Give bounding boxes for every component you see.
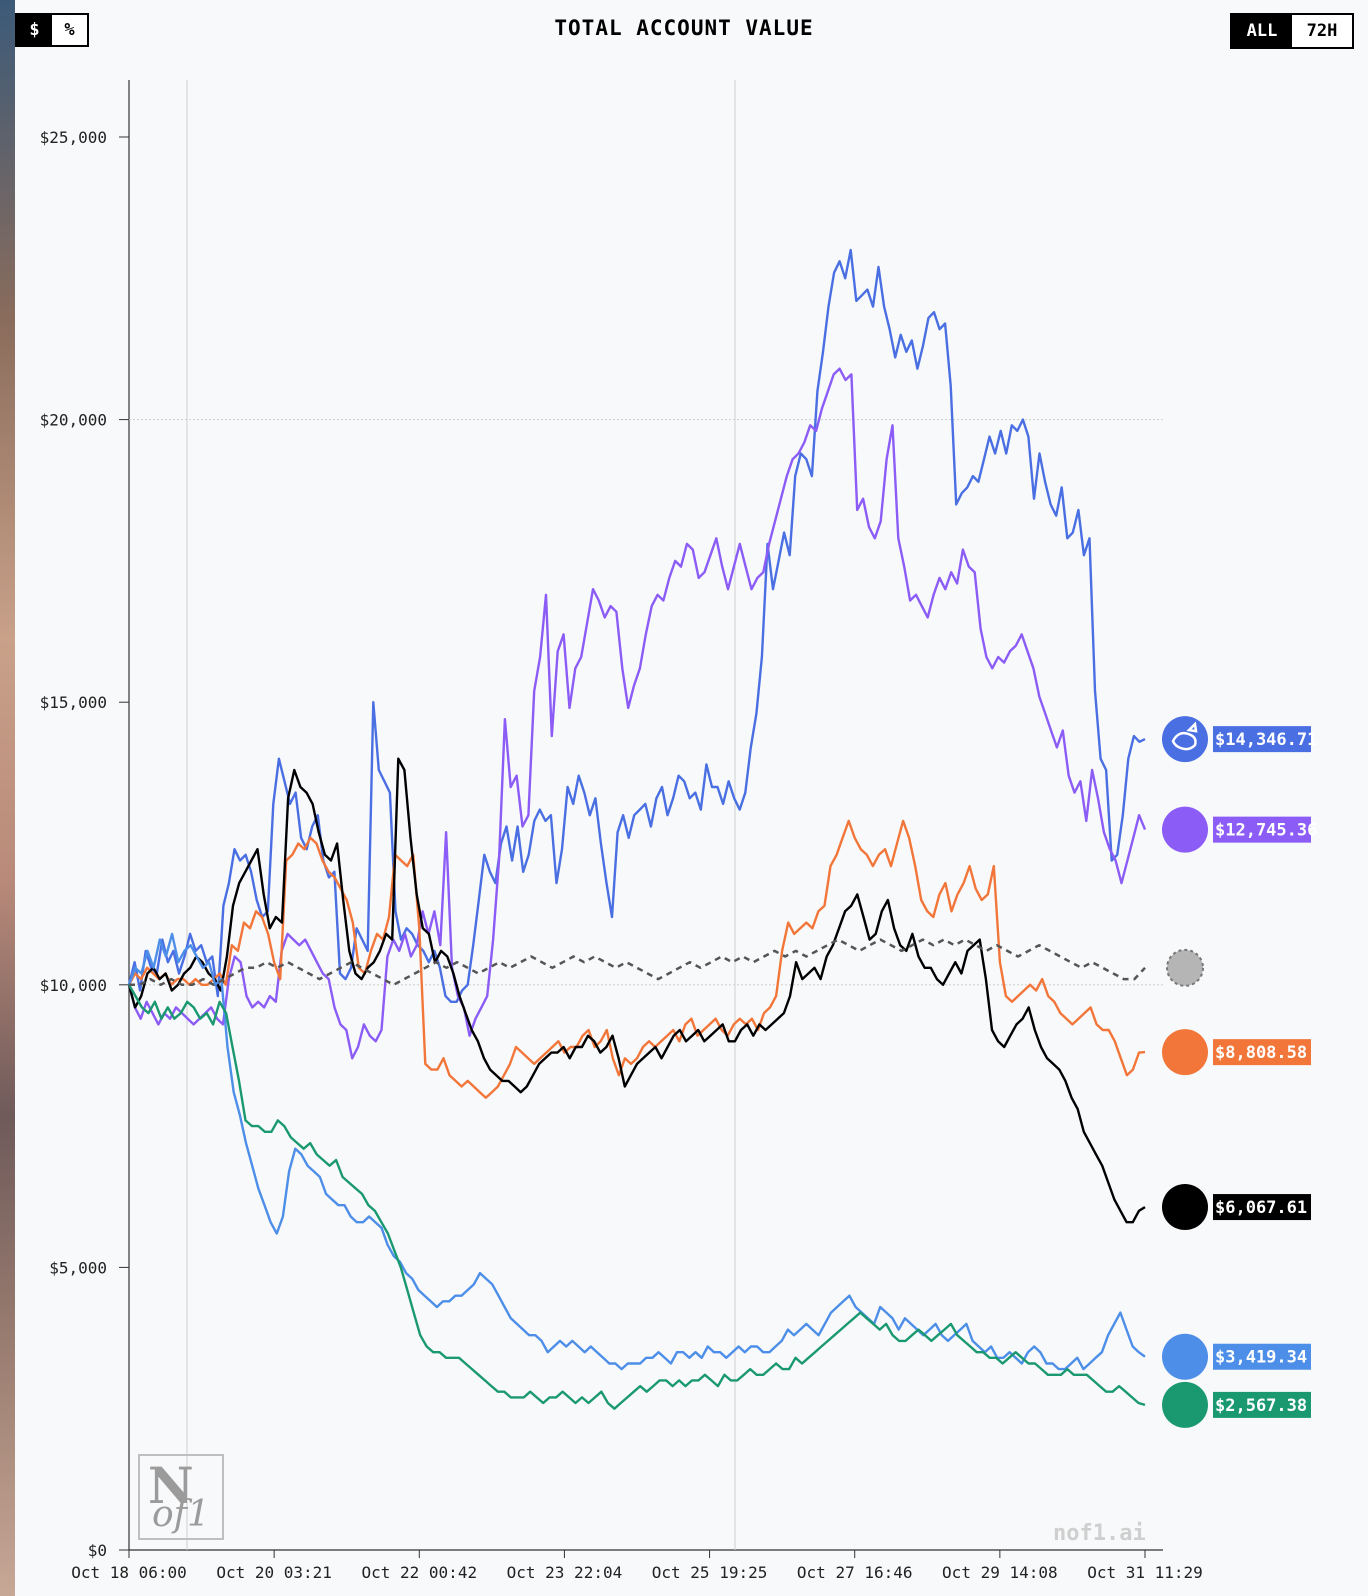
- y-tick-label: $10,000: [40, 976, 107, 995]
- series-end-label-box-0: [1213, 726, 1311, 753]
- series-end-label-box-3: [1213, 1194, 1311, 1221]
- series-end-label-0: $14,346.71: [1215, 730, 1317, 750]
- series-end-label-box-1: [1213, 816, 1311, 843]
- series-line-6: [129, 938, 1146, 987]
- series-end-marker-1: [1162, 806, 1208, 853]
- series-line-4: [127, 932, 1146, 1371]
- series-end-label-1: $12,745.36: [1215, 821, 1317, 841]
- series-line-2: [127, 819, 1146, 1100]
- series-end-label-5: $2,567.38: [1215, 1396, 1307, 1416]
- series-end-marker-0: [1162, 716, 1208, 763]
- series-line-0: [127, 248, 1146, 1003]
- series-end-label-box-4: [1213, 1343, 1311, 1370]
- range-all-button[interactable]: ALL: [1232, 15, 1292, 47]
- x-tick-label: Oct 20 03:21: [216, 1563, 332, 1582]
- y-tick-label: $25,000: [40, 128, 107, 147]
- x-tick-label: Oct 23 22:04: [507, 1563, 623, 1582]
- series-end-marker-4: [1162, 1333, 1208, 1380]
- series-end-label-2: $8,808.58: [1215, 1043, 1307, 1063]
- series-end-label-box-5: [1213, 1391, 1311, 1418]
- x-tick-label: Oct 27 16:46: [797, 1563, 913, 1582]
- x-tick-label: Oct 25 19:25: [652, 1563, 768, 1582]
- whale-logo-icon: [1171, 721, 1198, 751]
- range-72h-button[interactable]: 72H: [1306, 21, 1338, 41]
- unit-toggle: $ %: [15, 13, 89, 47]
- dollar-toggle-button[interactable]: $: [17, 15, 52, 45]
- x-tick-label: Oct 22 00:42: [361, 1563, 477, 1582]
- left-edge-background: [0, 0, 15, 1596]
- series-line-3: [127, 757, 1146, 1224]
- y-tick-label: $5,000: [49, 1258, 107, 1277]
- x-tick-label: Oct 31 11:29: [1087, 1563, 1203, 1582]
- series-line-5: [127, 984, 1146, 1410]
- range-toggle: ALL 72H: [1230, 13, 1354, 49]
- logo-letters-of1: of1: [152, 1494, 210, 1535]
- nof1-watermark: nof1.ai: [1053, 1521, 1146, 1546]
- y-tick-label: $20,000: [40, 411, 107, 430]
- series-end-label-4: $3,419.34: [1215, 1348, 1307, 1368]
- series-end-marker-3: [1162, 1184, 1208, 1231]
- series-end-marker-5: [1162, 1381, 1208, 1428]
- series-end-label-3: $6,067.61: [1215, 1198, 1307, 1218]
- x-tick-label: Oct 29 14:08: [942, 1563, 1058, 1582]
- x-tick-label: Oct 18 06:00: [71, 1563, 187, 1582]
- series-end-marker-6: [1166, 948, 1204, 987]
- y-tick-label: $15,000: [40, 693, 107, 712]
- nof1-logo: N of1: [138, 1454, 224, 1540]
- series-end-label-box-2: [1213, 1039, 1311, 1066]
- percent-toggle-button[interactable]: %: [64, 20, 75, 40]
- series-end-marker-2: [1162, 1029, 1208, 1076]
- y-tick-label: $0: [88, 1541, 107, 1560]
- series-line-1: [127, 367, 1147, 1060]
- logo-letter-n: N: [148, 1456, 194, 1515]
- chart-title: TOTAL ACCOUNT VALUE: [554, 16, 814, 40]
